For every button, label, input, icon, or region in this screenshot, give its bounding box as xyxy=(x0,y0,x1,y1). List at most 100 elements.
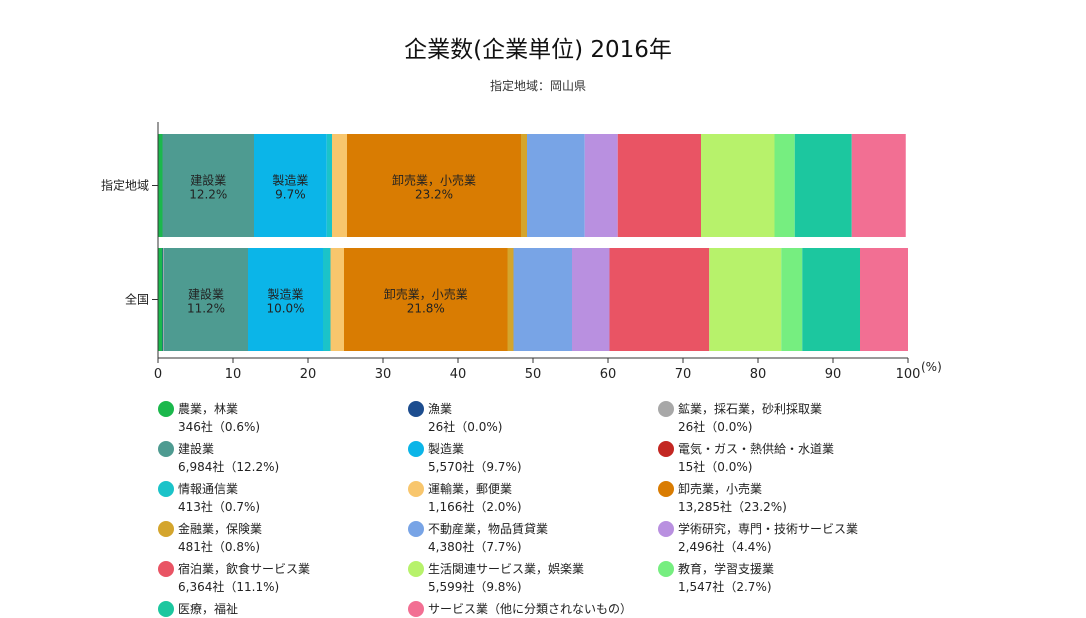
legend-swatch xyxy=(158,521,174,537)
x-tick-label: 20 xyxy=(300,367,317,382)
bar-segment xyxy=(521,134,527,237)
bar-segment xyxy=(162,248,164,351)
legend-value: 1,166社（2.0%) xyxy=(428,500,522,514)
bar-segment xyxy=(572,248,610,351)
legend-label: 鉱業，採石業，砂利採取業 xyxy=(678,402,823,416)
bar-label-value: 11.2% xyxy=(187,302,225,316)
legend-swatch xyxy=(658,561,674,577)
bar-segment xyxy=(162,134,254,237)
legend-swatch xyxy=(158,441,174,457)
legend-swatch xyxy=(658,401,674,417)
bar-segment xyxy=(332,134,347,237)
legend-value: 4,380社（7.7%) xyxy=(428,540,522,554)
bar-segment xyxy=(158,134,163,237)
bar-segment xyxy=(248,248,323,351)
bar-segment xyxy=(860,248,908,351)
legend-value: 26社（0.0%) xyxy=(678,420,753,434)
bar-segment xyxy=(709,248,782,351)
legend-label: 金融業，保険業 xyxy=(178,522,263,536)
x-tick-label: 10 xyxy=(225,367,242,382)
x-tick-label: 100 xyxy=(896,367,921,382)
legend-label: サービス業（他に分類されないもの） xyxy=(428,602,633,616)
legend-value: 413社（0.7%) xyxy=(178,500,261,514)
x-tick-label: 90 xyxy=(825,367,842,382)
legend-value: 346社（0.6%) xyxy=(178,420,261,434)
bar-segment xyxy=(164,248,248,351)
x-tick-label: 30 xyxy=(375,367,392,382)
bar-label-name: 建設業 xyxy=(188,287,224,302)
stacked-bar-chart: 建設業12.2%製造業9.7%卸売業，小売業23.2%指定地域建設業11.2%製… xyxy=(101,122,942,382)
legend-label: 電気・ガス・熱供給・水道業 xyxy=(678,442,835,456)
x-tick-label: 60 xyxy=(600,367,617,382)
x-axis-unit: (%) xyxy=(921,360,942,374)
legend-label: 卸売業，小売業 xyxy=(678,482,763,496)
x-tick-label: 70 xyxy=(675,367,692,382)
bar-segment xyxy=(326,134,332,237)
bar-segment xyxy=(774,134,795,237)
legend-swatch xyxy=(158,601,174,617)
legend-value: 481社（0.8%) xyxy=(178,540,261,554)
legend-label: 生活関連サービス業，娯楽業 xyxy=(428,562,585,576)
bar-segment xyxy=(330,248,344,351)
legend-swatch xyxy=(158,481,174,497)
bar-segment xyxy=(701,134,775,237)
bar-label-name: 卸売業，小売業 xyxy=(392,173,476,188)
bar-segment xyxy=(158,248,163,351)
bar-segment xyxy=(344,248,508,351)
chart-title: 企業数(企業単位) 2016年 xyxy=(404,37,672,63)
legend-value: 15社（0.0%) xyxy=(678,460,753,474)
legend-swatch xyxy=(408,521,424,537)
bar-segment xyxy=(584,134,618,237)
bar-segment xyxy=(254,134,327,237)
x-tick-label: 50 xyxy=(525,367,542,382)
legend-value: 5,570社（9.7%) xyxy=(428,460,522,474)
legend-value: 5,599社（9.8%) xyxy=(428,580,522,594)
x-tick-label: 0 xyxy=(154,367,162,382)
legend-swatch xyxy=(158,401,174,417)
legend-swatch xyxy=(408,441,424,457)
bar-label-value: 21.8% xyxy=(407,302,445,316)
legend-label: 製造業 xyxy=(428,442,465,456)
legend-label: 不動産業，物品賃貸業 xyxy=(428,522,549,536)
bar-segment xyxy=(609,248,710,351)
legend-label: 建設業 xyxy=(178,442,215,456)
bar-label-name: 製造業 xyxy=(272,174,308,188)
legend-label: 宿泊業，飲食サービス業 xyxy=(178,562,311,576)
legend-swatch xyxy=(408,401,424,417)
y-tick-label: 全国 xyxy=(125,292,149,307)
legend-swatch xyxy=(658,441,674,457)
legend-label: 教育，学習支援業 xyxy=(678,562,775,576)
bar-segment xyxy=(781,248,803,351)
bar-label-value: 9.7% xyxy=(275,188,306,202)
bar-segment xyxy=(617,134,701,237)
bar-segment xyxy=(794,134,852,237)
bar-segment xyxy=(802,248,860,351)
y-tick-label: 指定地域 xyxy=(101,178,149,193)
bar-segment xyxy=(347,134,521,237)
legend-value: 6,364社（11.1%) xyxy=(178,580,280,594)
bar-segment xyxy=(851,134,906,237)
x-tick-label: 80 xyxy=(750,367,767,382)
bar-label-name: 卸売業，小売業 xyxy=(384,287,468,302)
legend-swatch xyxy=(408,561,424,577)
bar-segment xyxy=(163,248,164,351)
legend-value: 2,496社（4.4%) xyxy=(678,540,772,554)
bar-label-value: 10.0% xyxy=(266,302,304,316)
legend-label: 農業，林業 xyxy=(178,402,239,416)
legend-swatch xyxy=(158,561,174,577)
legend-swatch xyxy=(658,481,674,497)
legend-label: 情報通信業 xyxy=(178,482,239,496)
legend-label: 学術研究，専門・技術サービス業 xyxy=(678,522,859,536)
legend-swatch xyxy=(408,481,424,497)
legend-value: 1,547社（2.7%) xyxy=(678,580,772,594)
legend-label: 医療，福祉 xyxy=(178,602,239,616)
bar-segment xyxy=(527,134,585,237)
legend-value: 26社（0.0%) xyxy=(428,420,503,434)
legend-value: 6,984社（12.2%) xyxy=(178,460,280,474)
bar-label-value: 23.2% xyxy=(415,188,453,202)
chart-subtitle: 指定地域：岡山県 xyxy=(489,79,586,93)
bar-label-value: 12.2% xyxy=(189,188,227,202)
bar-segment xyxy=(323,248,331,351)
x-tick-label: 40 xyxy=(450,367,467,382)
bar-segment xyxy=(507,248,514,351)
